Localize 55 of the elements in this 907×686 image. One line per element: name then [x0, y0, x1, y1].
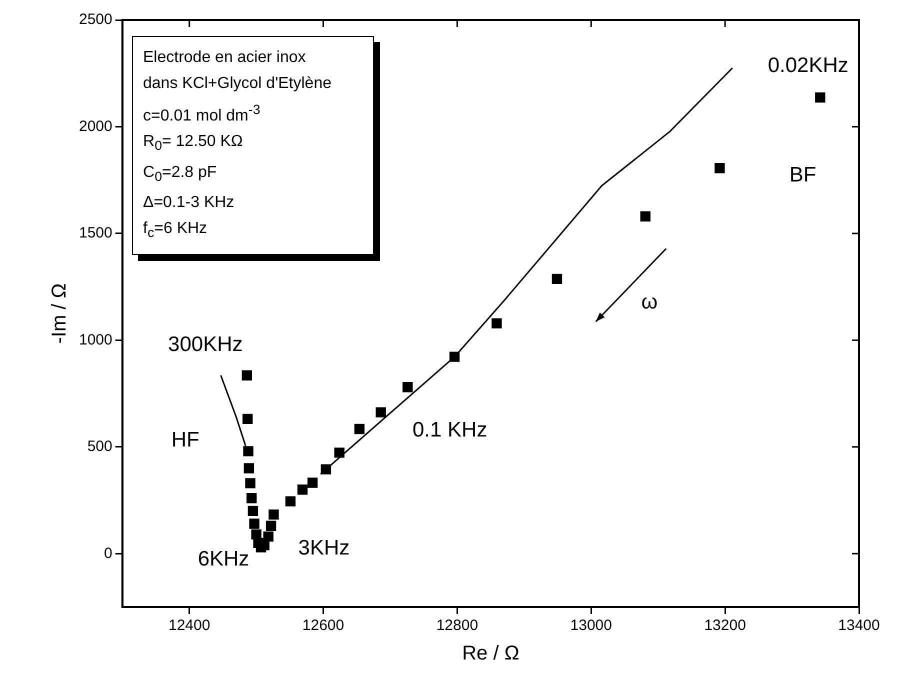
x-tick-label: 13400 — [838, 617, 880, 634]
point — [376, 407, 386, 418]
point — [242, 370, 252, 380]
annotation: 300KHz — [168, 332, 243, 356]
point — [268, 509, 279, 520]
point — [266, 520, 276, 531]
point — [246, 493, 257, 504]
y-tick-label: 2000 — [78, 118, 112, 135]
point — [297, 484, 308, 495]
annotation: 0.1 KHz — [412, 418, 488, 442]
point — [285, 496, 296, 506]
point — [449, 352, 460, 362]
point — [552, 274, 562, 284]
annotation: R$_{0}$= 12.50 KΩ — [143, 132, 244, 156]
point — [251, 529, 262, 540]
point — [714, 163, 725, 174]
annotation: dans KCl+Glycol d'Etylène — [143, 74, 332, 94]
y-tick-label: 0 — [104, 544, 112, 562]
y-tick-label: 1000 — [78, 331, 112, 348]
point — [815, 92, 826, 103]
point — [245, 478, 256, 488]
point — [248, 506, 258, 516]
y-tick-label: 1500 — [78, 224, 112, 242]
point — [334, 448, 344, 458]
y-axis-title: -Im / Ω — [48, 283, 71, 344]
x-tick-label: 13200 — [704, 617, 746, 634]
annotation: c=0.01 mol dm$^{-3}$ — [143, 101, 262, 126]
point — [244, 463, 254, 474]
annotation: HF — [171, 428, 200, 452]
point — [263, 531, 274, 542]
y-tick-label: 500 — [87, 438, 112, 456]
annotation: BF — [789, 164, 816, 187]
x-tick-label: 12600 — [302, 617, 344, 634]
point — [243, 446, 254, 456]
annotation: ω — [641, 290, 658, 314]
annotation: 3KHz — [298, 536, 350, 560]
point — [492, 318, 502, 328]
x-tick-label: 13000 — [570, 617, 612, 634]
y-tick-label: 2500 — [78, 11, 112, 28]
annotation: 6KHz — [198, 547, 250, 570]
x-axis-title: Re / Ω — [462, 642, 520, 665]
point — [249, 518, 260, 529]
x-tick-label: 12400 — [168, 617, 210, 634]
annotation: f$_{c}$=6 KHz — [143, 218, 208, 242]
annotation: 0.02KHz — [768, 54, 848, 77]
point — [320, 464, 332, 474]
annotation: Electrode en acier inox — [143, 48, 307, 68]
point — [307, 478, 318, 488]
point — [402, 382, 413, 392]
point — [242, 414, 253, 424]
annotation: Δ=0.1-3 KHz — [143, 192, 236, 213]
point — [354, 424, 365, 434]
x-tick-label: 12800 — [436, 617, 478, 634]
annotation: C$_{0}$=2.8 pF — [143, 162, 218, 186]
point — [640, 211, 650, 222]
